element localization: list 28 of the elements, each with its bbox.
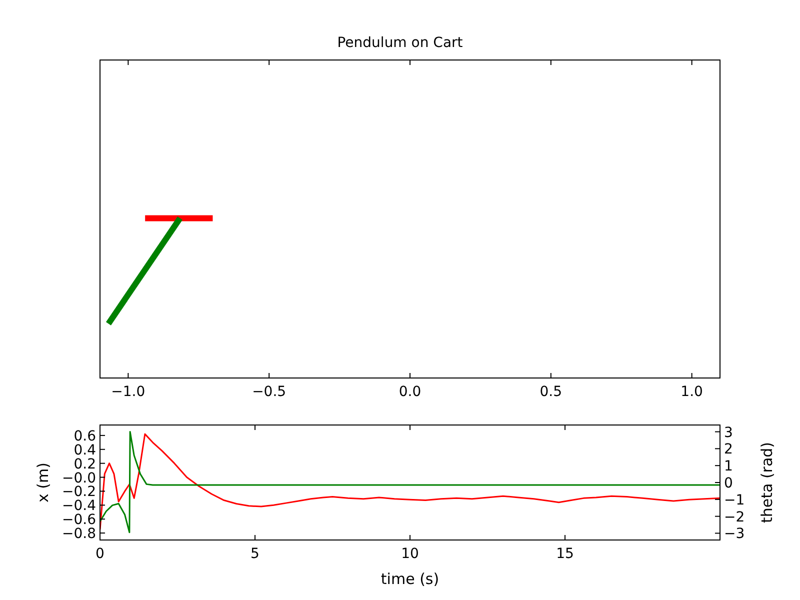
y-tick-label: 0.4 <box>74 442 96 458</box>
y-tick-label: −0.0 <box>62 470 96 486</box>
x-tick-label: 0 <box>96 546 104 562</box>
y2-tick-label: 3 <box>724 424 733 441</box>
x-tick-label: 0.5 <box>540 384 562 400</box>
x-tick-label: −1.0 <box>111 384 146 400</box>
y2-tick-label: 1 <box>724 458 733 475</box>
x-tick-label: 15 <box>556 546 574 562</box>
y2-axis-title: theta (rad) <box>758 442 776 524</box>
y-axis-title: x (m) <box>34 462 52 502</box>
y-tick-label: 0.2 <box>74 456 96 472</box>
chart-title: Pendulum on Cart <box>337 35 464 51</box>
y-tick-label: −0.6 <box>62 512 96 528</box>
x-tick-label: 0.0 <box>398 384 422 400</box>
x-tick-label: 1.0 <box>680 384 703 400</box>
y2-tick-label: 0 <box>724 476 733 492</box>
x-tick-label: −0.5 <box>252 384 286 400</box>
x-tick-label: 5 <box>250 546 260 562</box>
y2-tick-label: −1 <box>724 492 745 508</box>
y2-tick-label: 2 <box>724 442 733 458</box>
y2-tick-label: −3 <box>724 526 745 542</box>
y-tick-label: −0.2 <box>62 484 96 500</box>
y-tick-label: 0.6 <box>74 428 96 444</box>
y-tick-label: −0.8 <box>62 526 96 542</box>
x-axis-title: time (s) <box>380 570 440 588</box>
y2-tick-label: −2 <box>724 509 745 526</box>
x-tick-label: 10 <box>401 546 419 562</box>
y-tick-label: −0.4 <box>62 498 96 514</box>
